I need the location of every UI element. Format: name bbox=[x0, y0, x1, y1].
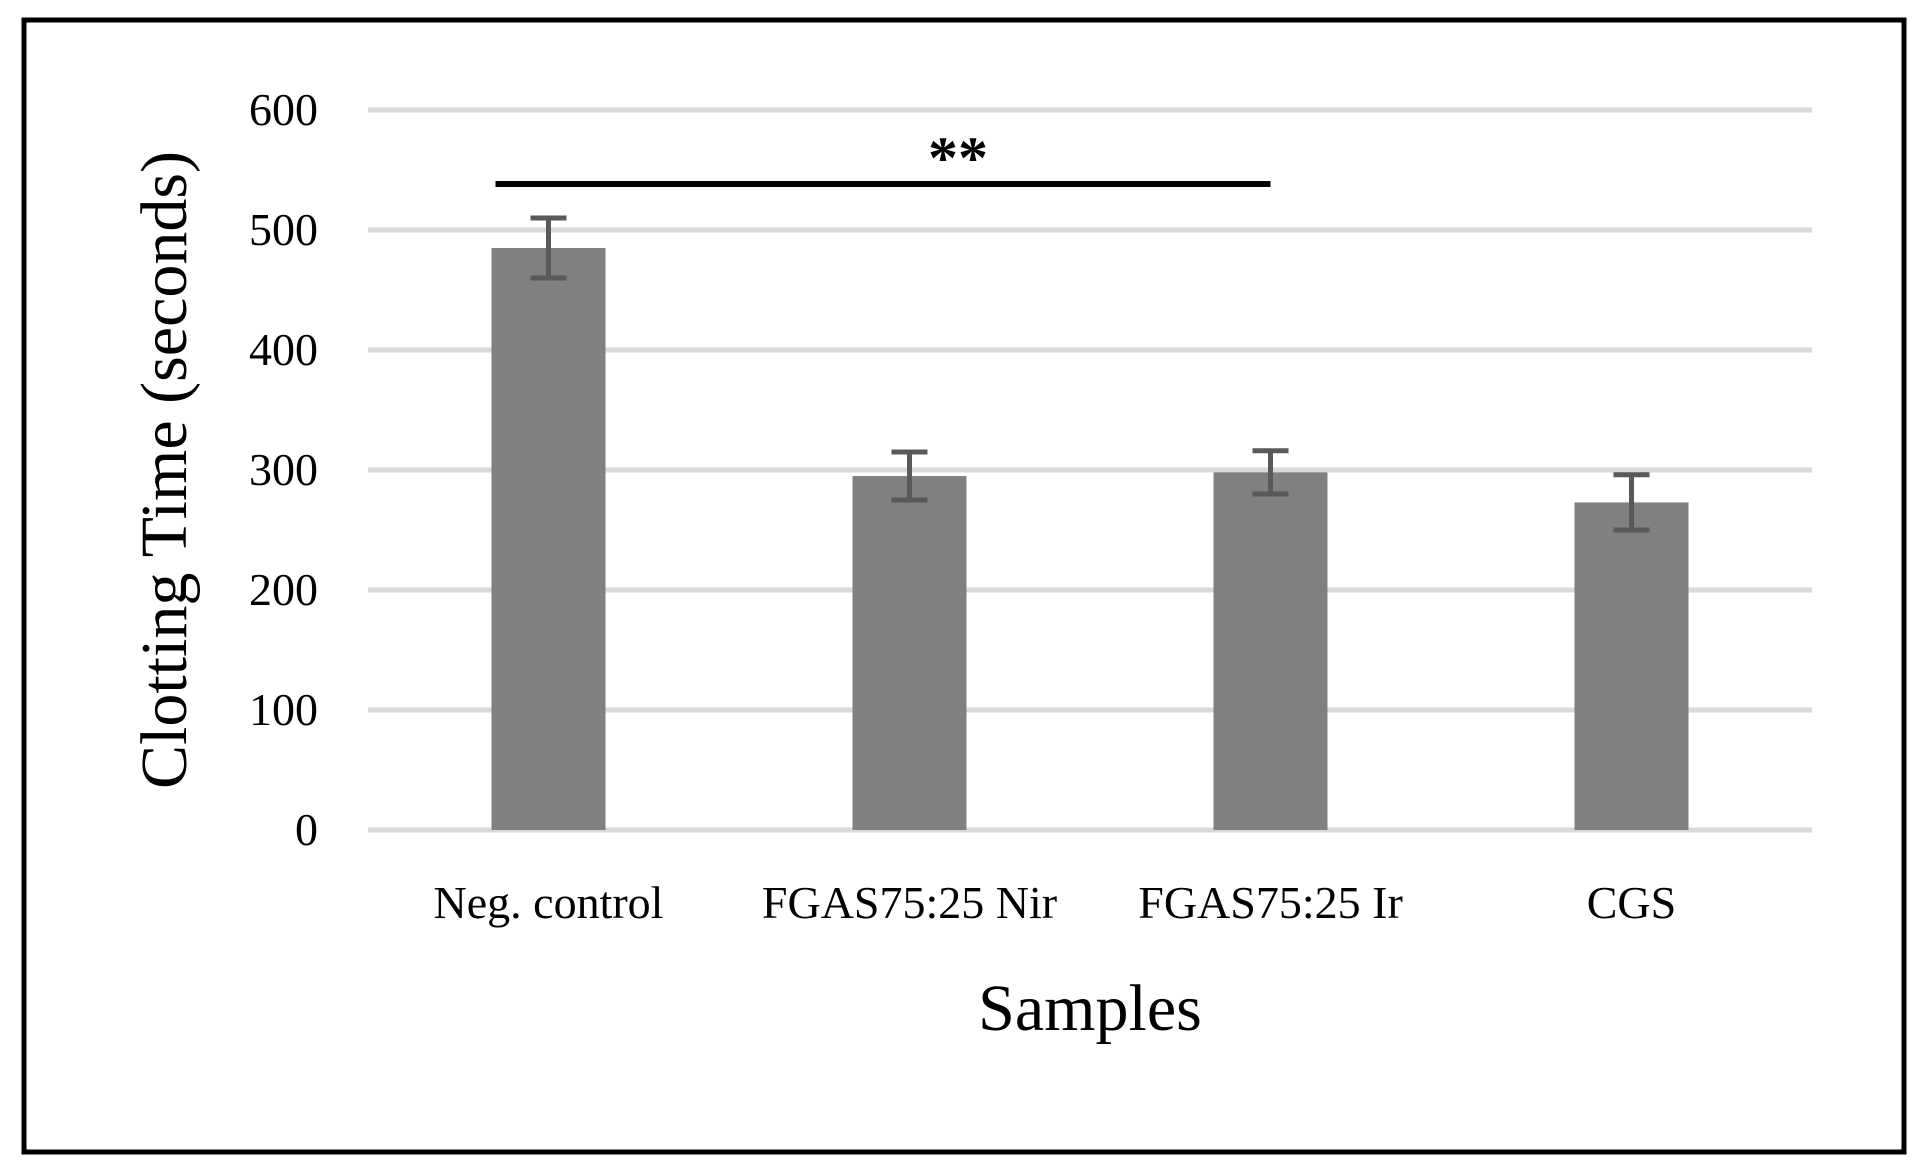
significance-annotations: ** bbox=[495, 125, 1271, 191]
bar bbox=[852, 476, 967, 830]
significance-label: ** bbox=[928, 125, 988, 191]
x-category-label: FGAS75:25 Nir bbox=[762, 877, 1057, 928]
bars bbox=[491, 248, 1689, 830]
x-category-label: CGS bbox=[1587, 877, 1676, 928]
y-tick-label: 600 bbox=[249, 84, 318, 135]
bar bbox=[491, 248, 606, 830]
y-axis-title: Clotting Time (seconds) bbox=[128, 151, 201, 789]
x-category-label: Neg. control bbox=[434, 877, 664, 928]
x-category-labels: Neg. control FGAS75:25 Nir FGAS75:25 Ir CGS bbox=[434, 877, 1677, 928]
y-tick-label: 100 bbox=[249, 684, 318, 735]
bar bbox=[1574, 502, 1689, 830]
x-category-label: FGAS75:25 Ir bbox=[1138, 877, 1403, 928]
y-tick-label: 400 bbox=[249, 324, 318, 375]
y-tick-labels: 0 100 200 300 400 500 600 bbox=[249, 84, 318, 855]
bar bbox=[1213, 472, 1328, 830]
gridlines bbox=[368, 107, 1812, 833]
y-tick-label: 300 bbox=[249, 444, 318, 495]
error-bars bbox=[530, 215, 1650, 533]
y-tick-label: 200 bbox=[249, 564, 318, 615]
y-tick-label: 500 bbox=[249, 204, 318, 255]
y-tick-label: 0 bbox=[295, 804, 318, 855]
x-axis-title: Samples bbox=[978, 972, 1202, 1045]
